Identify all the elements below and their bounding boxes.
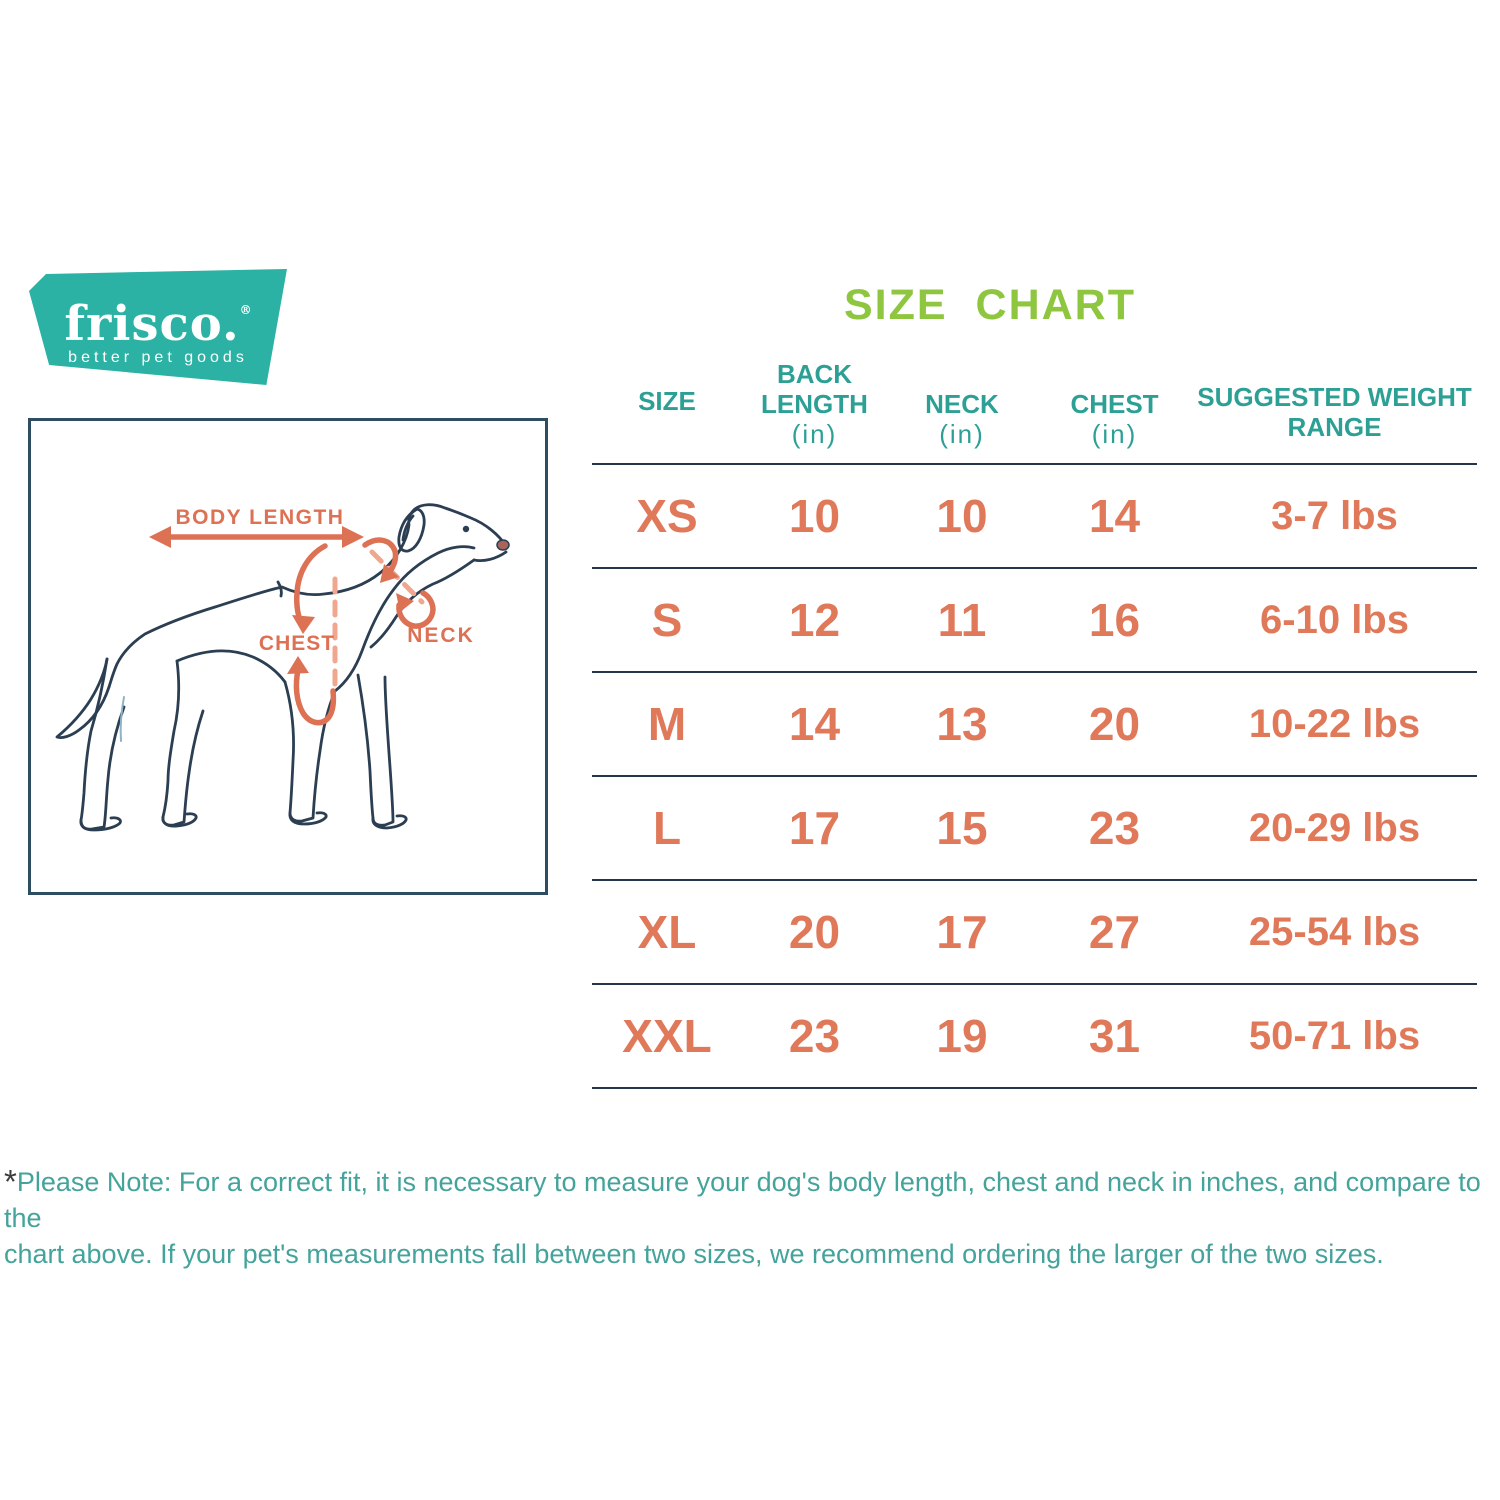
cell-size: XS — [636, 490, 698, 542]
cell-back-length: 14 — [788, 698, 841, 750]
cell-size: XL — [637, 906, 697, 958]
cell-back-length: 23 — [788, 1010, 841, 1062]
dog-diagram-svg: BODY LENGTH CHEST NECK — [55, 503, 510, 832]
frisco-wordmark: frisco.® — [64, 289, 252, 348]
cell-neck: 19 — [936, 1010, 988, 1062]
footnote: *Please Note: For a correct fit, it is n… — [4, 1164, 1496, 1272]
chest-bottom-arc — [293, 667, 337, 726]
thigh-shading-line — [119, 696, 125, 742]
neck-arrowhead-down — [380, 564, 399, 583]
table-row: XXL 23 19 31 50-71 lbs — [592, 983, 1477, 1087]
column-header-chest: CHEST (in) — [1037, 362, 1192, 463]
neck-label: NECK — [407, 624, 475, 647]
frisco-logo: frisco.® better pet goods — [29, 269, 287, 385]
chest-top-arc — [294, 543, 328, 628]
cell-size: S — [651, 594, 683, 646]
dog-nose — [496, 539, 510, 551]
size-table: SIZE BACK LENGTH (in) NECK (in) CHEST (in) … — [592, 359, 1477, 1089]
cell-neck: 13 — [936, 698, 988, 750]
cell-chest: 27 — [1088, 906, 1141, 958]
header-unit: (in) — [939, 419, 985, 449]
table-row: M 14 13 20 10-22 lbs — [592, 671, 1477, 775]
cell-weight: 3-7 lbs — [1271, 493, 1398, 538]
cell-chest: 20 — [1088, 698, 1141, 750]
footnote-line2: chart above. If your pet's measurements … — [4, 1239, 1384, 1269]
cell-weight: 25-54 lbs — [1248, 909, 1421, 954]
asterisk-marker: * — [4, 1163, 17, 1200]
header-label: BACK LENGTH — [761, 359, 868, 419]
table-row: XS 10 10 14 3-7 lbs — [592, 463, 1477, 567]
cell-chest: 23 — [1088, 802, 1141, 854]
neck-lower-arc — [396, 590, 436, 629]
cell-back-length: 12 — [788, 594, 841, 646]
neck-upper-hook — [362, 537, 399, 579]
chest-arrowhead-up — [287, 656, 309, 674]
column-header-size: SIZE — [592, 362, 742, 463]
column-header-weight-range: SUGGESTED WEIGHT RANGE — [1192, 362, 1477, 463]
table-row: XL 20 17 27 25-54 lbs — [592, 879, 1477, 983]
cell-neck: 10 — [936, 490, 988, 542]
body-length-arrowhead-right — [342, 526, 364, 548]
cell-weight: 50-71 lbs — [1248, 1013, 1421, 1058]
cell-back-length: 17 — [788, 802, 841, 854]
page-title: SIZE CHART — [844, 281, 1136, 329]
header-label: NECK — [925, 389, 999, 419]
footnote-line1: Please Note: For a correct fit, it is ne… — [4, 1167, 1481, 1233]
cell-size: L — [652, 802, 682, 854]
cell-back-length: 10 — [788, 490, 841, 542]
cell-weight: 20-29 lbs — [1248, 805, 1421, 850]
chest-arrowhead-down — [292, 615, 315, 634]
header-unit: (in) — [791, 419, 838, 449]
dog-outline — [55, 503, 508, 832]
cell-chest: 31 — [1088, 1010, 1141, 1062]
annotation-arrowheads — [149, 526, 414, 674]
dog-eye — [462, 525, 470, 533]
table-header-row: SIZE BACK LENGTH (in) NECK (in) CHEST (in) … — [592, 359, 1477, 463]
header-label: CHEST — [1070, 389, 1159, 419]
body-length-arrowhead-left — [149, 526, 171, 548]
neck-arrowhead-up — [396, 593, 414, 612]
chest-label: CHEST — [259, 632, 335, 655]
cell-weight: 6-10 lbs — [1260, 597, 1409, 642]
annotation-labels: BODY LENGTH CHEST NECK — [176, 506, 475, 655]
column-header-neck: NECK (in) — [887, 362, 1037, 463]
cell-chest: 14 — [1088, 490, 1141, 542]
table-row: S 12 11 16 6-10 lbs — [592, 567, 1477, 671]
registered-mark: ® — [239, 303, 252, 317]
body-length-label: BODY LENGTH — [176, 506, 345, 529]
cell-neck: 15 — [936, 802, 988, 854]
dog-measurement-diagram: BODY LENGTH CHEST NECK — [28, 418, 548, 895]
cell-back-length: 20 — [788, 906, 841, 958]
annotation-arrows — [164, 534, 436, 726]
cell-size: XXL — [622, 1010, 712, 1062]
header-label: SUGGESTED WEIGHT RANGE — [1197, 382, 1472, 442]
column-header-back-length: BACK LENGTH (in) — [742, 359, 887, 463]
brand-text: frisco. — [64, 296, 240, 352]
cell-size: M — [647, 698, 687, 750]
cell-weight: 10-22 lbs — [1248, 701, 1421, 746]
table-body: XS 10 10 14 3-7 lbs S 12 11 16 6-10 lbs … — [592, 463, 1477, 1089]
logo-tagline: better pet goods — [68, 349, 248, 366]
cell-neck: 17 — [936, 906, 988, 958]
header-unit: (in) — [1091, 419, 1138, 449]
table-row: L 17 15 23 20-29 lbs — [592, 775, 1477, 879]
header-label: SIZE — [638, 386, 696, 416]
cell-neck: 11 — [937, 594, 987, 646]
cell-chest: 16 — [1088, 594, 1141, 646]
